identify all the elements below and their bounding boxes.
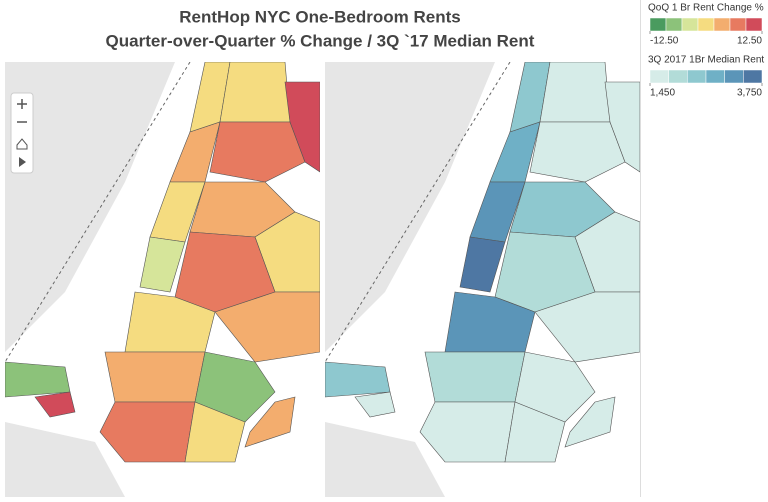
title-line: RentHop NYC One-Bedroom Rents: [179, 7, 460, 26]
legend-swatch: [705, 69, 725, 84]
legend-swatch: [649, 17, 667, 32]
legend-swatch: [649, 69, 669, 84]
legend-label: 12.50: [737, 36, 762, 47]
map-change[interactable]: [5, 62, 320, 497]
pan[interactable]: [19, 157, 26, 167]
home[interactable]: [16, 138, 28, 150]
legend-swatch: [687, 69, 707, 84]
legend-swatch: [743, 69, 763, 84]
land: [5, 422, 125, 497]
legend-label: 1,450: [650, 88, 675, 99]
zoom-in[interactable]: [17, 99, 27, 109]
map-rent[interactable]: [325, 62, 640, 497]
land: [5, 62, 175, 352]
state-border: [5, 62, 191, 363]
legend-swatch: [745, 17, 763, 32]
legend-title: 3Q 2017 1Br Median Rent: [648, 55, 764, 66]
legend-swatch: [681, 17, 699, 32]
land: [325, 422, 445, 497]
map-controls: [10, 92, 34, 174]
legend-swatch: [724, 69, 744, 84]
legend-label: 3,750: [737, 88, 762, 99]
legend-swatch: [668, 69, 688, 84]
legend-swatch: [697, 17, 715, 32]
legend-swatch: [665, 17, 683, 32]
legend-swatch: [729, 17, 747, 32]
legend-swatch: [713, 17, 731, 32]
legends: QoQ 1 Br Rent Change % -12.50 12.50 3Q 2017…: [648, 3, 764, 99]
title-line: Quarter-over-Quarter % Change / 3Q `17 M…: [106, 31, 535, 50]
legend-title: QoQ 1 Br Rent Change %: [648, 3, 764, 14]
land: [325, 62, 495, 352]
legend-label: -12.50: [650, 36, 679, 47]
state-border: [325, 62, 511, 363]
